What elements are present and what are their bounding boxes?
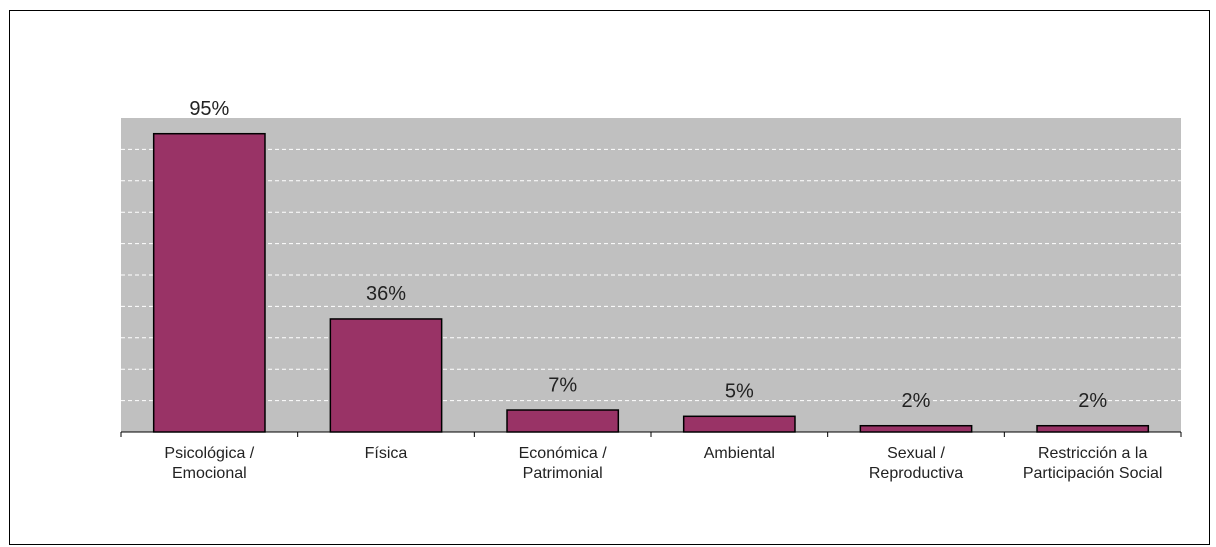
- bar: [152, 132, 266, 433]
- value-label: 95%: [189, 98, 229, 120]
- value-label: 2%: [1078, 390, 1107, 412]
- bar: [682, 415, 796, 433]
- x-tick-label: Psicológica / Emocional: [164, 445, 255, 482]
- bar: [329, 318, 443, 433]
- x-tick-label: Restricción a la Participación Social: [1022, 445, 1163, 482]
- x-tick-label: Ambiental: [703, 445, 775, 462]
- x-tick-label: Física: [364, 445, 408, 462]
- value-label: 7%: [548, 374, 577, 396]
- bar: [506, 409, 620, 433]
- bar: [859, 424, 973, 433]
- value-label: 5%: [725, 381, 754, 403]
- x-tick-label: Sexual / Reproductiva: [868, 445, 964, 482]
- value-label: 2%: [902, 390, 931, 412]
- x-tick-label: Económica / Patrimonial: [518, 445, 607, 482]
- bar: [1036, 424, 1150, 433]
- plot-area: [121, 118, 1181, 432]
- value-label: 36%: [366, 283, 406, 305]
